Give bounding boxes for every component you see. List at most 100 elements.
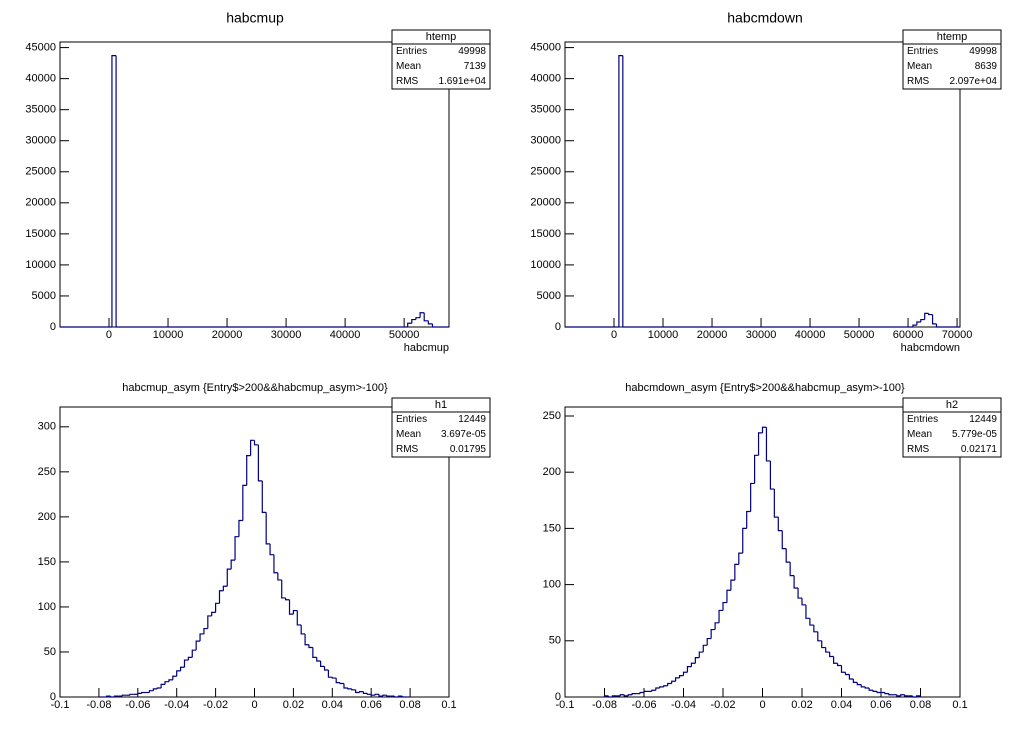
histogram-bin	[304, 633, 309, 646]
histogram-bin	[809, 618, 814, 626]
stats-value: 0.02171	[961, 444, 998, 455]
x-tick-label: 0.06	[870, 699, 891, 711]
histogram-bin	[115, 55, 408, 328]
histogram-bin	[211, 611, 216, 616]
y-tick-label: 5000	[32, 290, 56, 302]
histogram-bin	[253, 440, 259, 446]
stats-value: 0.01795	[450, 444, 487, 455]
histogram-bin	[872, 690, 878, 692]
histogram-bin	[718, 609, 723, 623]
y-tick-label: 50	[44, 646, 56, 658]
y-tick-label: 20000	[25, 197, 56, 209]
y-tick-label: 35000	[25, 104, 56, 116]
histogram-bin	[401, 696, 407, 698]
x-tick-label: 0	[106, 329, 112, 341]
histogram-bin	[643, 690, 648, 693]
histogram-bin	[207, 615, 212, 629]
histogram-bin	[622, 55, 913, 328]
stats-title: htemp	[937, 31, 968, 43]
x-tick-label: 0.02	[283, 699, 304, 711]
histogram-bin	[226, 568, 232, 587]
y-tick-label: 50	[549, 635, 561, 647]
histogram-bin	[339, 682, 344, 685]
histogram-bin	[682, 671, 688, 676]
histogram-bin	[931, 314, 937, 325]
stats-box	[391, 397, 491, 458]
histogram-bin	[627, 694, 633, 696]
x-tick-label: -0.1	[556, 699, 575, 711]
stats-label: Entries	[907, 46, 938, 57]
histogram-bin	[848, 674, 854, 680]
histogram-bin	[678, 675, 684, 678]
stats-label: Mean	[907, 429, 932, 440]
histogram-bin	[242, 484, 247, 521]
x-tick-label: 20000	[212, 329, 243, 341]
histogram-bin	[884, 692, 889, 695]
y-tick-label: 25000	[25, 166, 56, 178]
histogram-bin	[698, 651, 704, 658]
x-tick-label: -0.08	[86, 699, 111, 711]
stats-value: 3.697e-05	[441, 429, 486, 440]
x-axis-label: habcmdown	[901, 342, 960, 354]
x-tick-label: -0.02	[710, 699, 735, 711]
histogram-bin	[844, 672, 850, 676]
histogram-bin	[292, 609, 298, 615]
y-tick-label: 10000	[25, 259, 56, 271]
histogram-bin	[793, 575, 799, 589]
histogram-bin	[160, 683, 166, 688]
histogram-bin	[195, 640, 201, 651]
x-tick-label: -0.02	[203, 699, 228, 711]
y-tick-label: 0	[555, 321, 561, 333]
histogram-bin	[801, 598, 806, 606]
x-tick-label: 60000	[893, 329, 924, 341]
histogram-bin	[876, 691, 881, 694]
frame	[59, 406, 450, 698]
x-tick-label: 0.1	[952, 699, 967, 711]
histogram-bin	[308, 644, 313, 649]
histogram-bin	[769, 460, 775, 490]
histogram-bin	[817, 631, 822, 642]
histogram-bin	[427, 320, 433, 325]
histogram-bin	[710, 628, 716, 639]
x-tick-label: 40000	[330, 329, 361, 341]
x-tick-label: -0.04	[671, 699, 696, 711]
histogram-bin	[257, 444, 263, 482]
y-tick-label: 0	[50, 691, 56, 703]
histogram-bin	[335, 678, 341, 684]
histogram-bin	[366, 693, 372, 695]
x-tick-label: 0.04	[831, 699, 852, 711]
stats-label: RMS	[396, 444, 419, 455]
y-tick-label: 35000	[530, 104, 561, 116]
histogram-bin	[397, 695, 403, 697]
histogram-bin	[172, 675, 177, 680]
histogram-bin	[920, 318, 925, 323]
histogram-bin	[805, 604, 810, 619]
histogram-bin	[912, 695, 917, 698]
histogram-bin	[821, 640, 826, 649]
y-tick-label: 30000	[530, 135, 561, 147]
y-tick-label: 25000	[530, 166, 561, 178]
frame	[59, 41, 450, 328]
x-tick-label: 0.04	[322, 699, 343, 711]
stats-label: Entries	[396, 46, 427, 57]
histogram-bin	[431, 323, 449, 328]
stats-value: 7139	[464, 61, 487, 72]
y-tick-label: 30000	[25, 135, 56, 147]
histogram-bin	[230, 559, 236, 570]
x-tick-label: 10000	[648, 329, 679, 341]
x-tick-label: 30000	[271, 329, 302, 341]
x-tick-label: 0.08	[910, 699, 931, 711]
histogram-bin	[109, 696, 115, 698]
x-tick-label: 0.06	[360, 699, 381, 711]
histogram-bin	[156, 687, 162, 689]
histogram-bin	[781, 530, 787, 550]
y-tick-label: 200	[38, 511, 56, 523]
histogram-bin	[199, 633, 204, 642]
histogram-bin	[152, 688, 158, 691]
x-tick-label: 70000	[942, 329, 973, 341]
histogram-bin	[754, 454, 759, 484]
histogram-bin	[833, 656, 838, 664]
stats-label: RMS	[907, 76, 930, 87]
histogram-bin	[750, 482, 755, 512]
